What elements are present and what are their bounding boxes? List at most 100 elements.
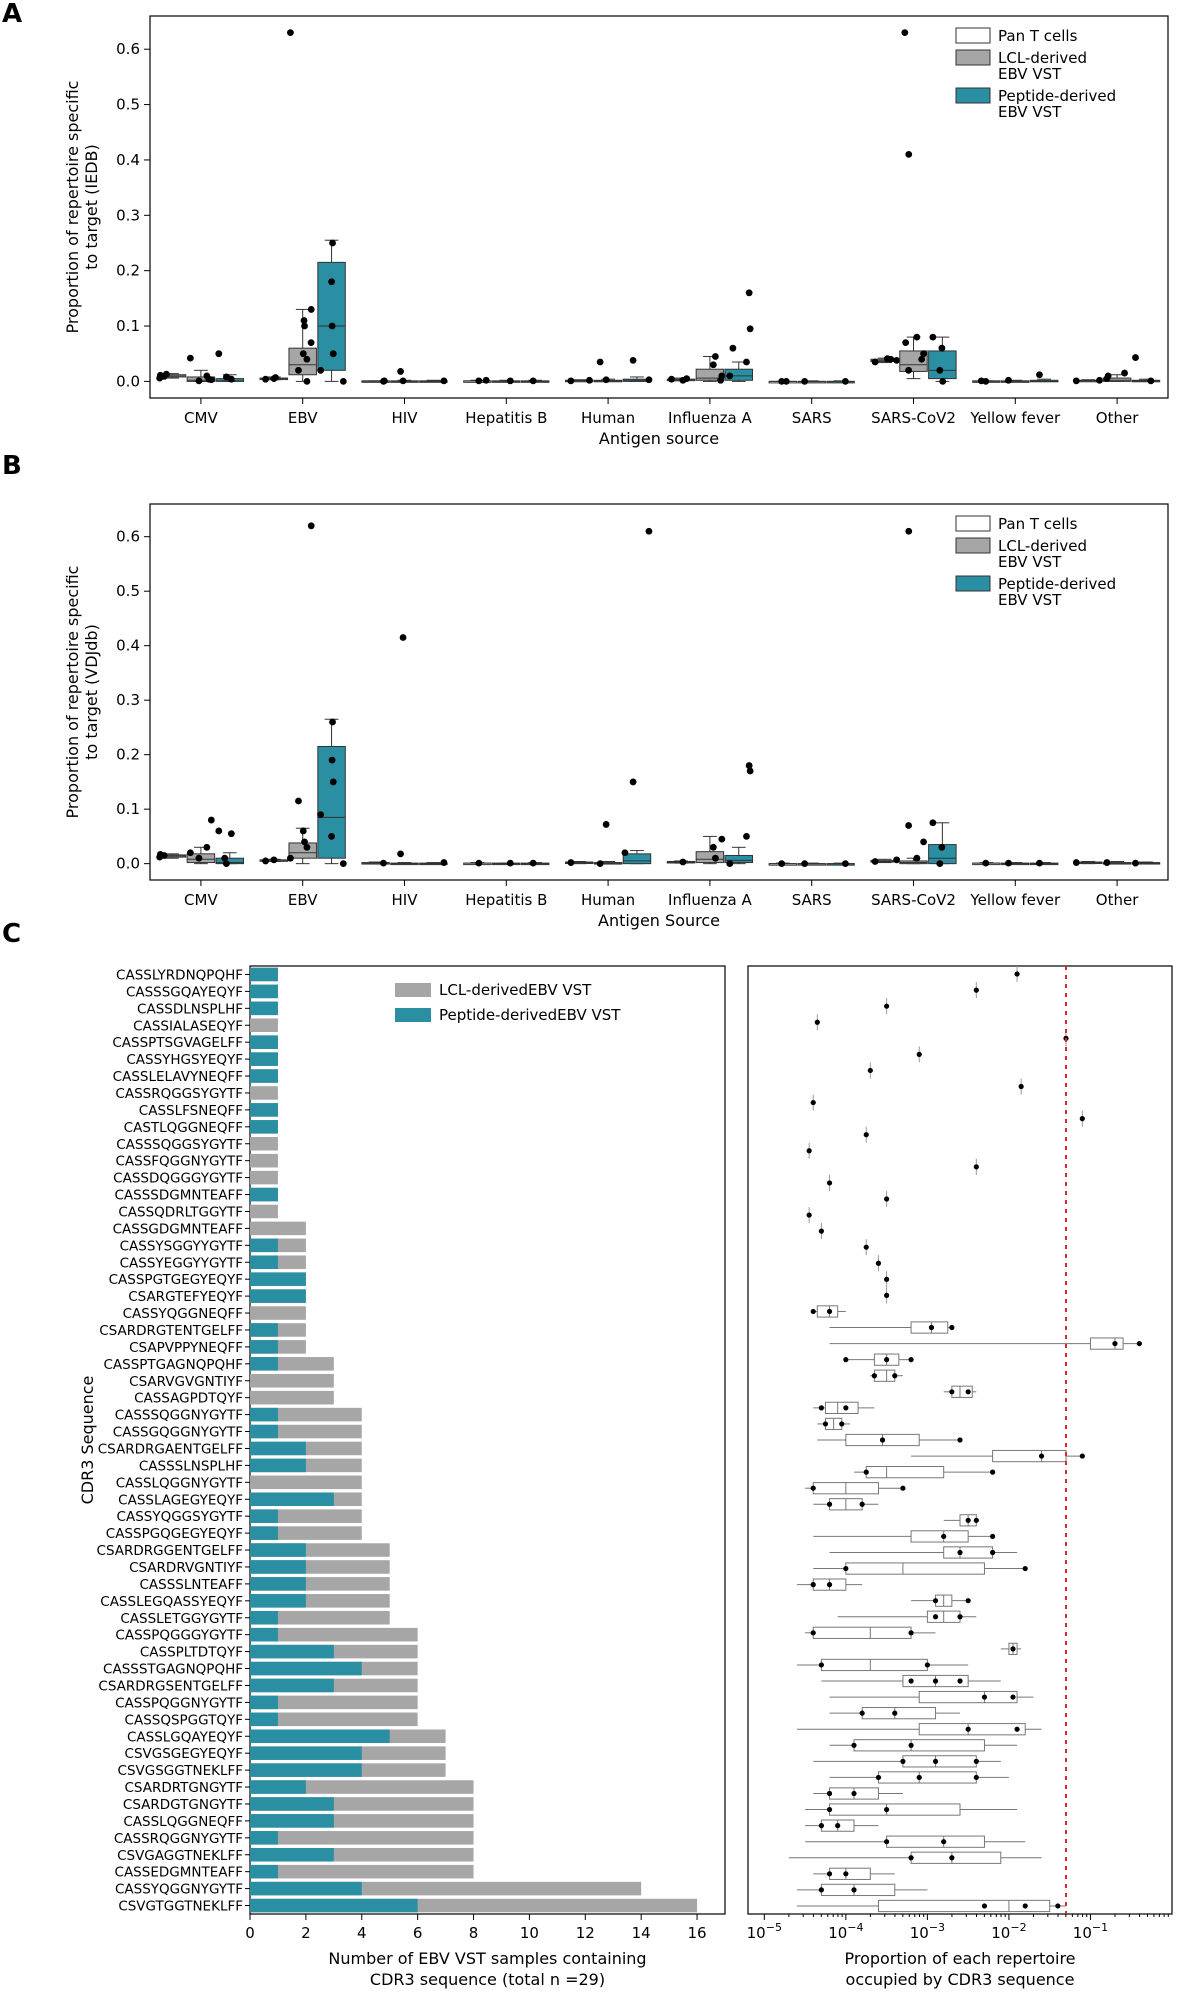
cdr3-label: CASSQDRLTGGYTF xyxy=(118,1204,243,1220)
data-point xyxy=(743,833,750,840)
cdr3-label: CASSFQGGNYGYTF xyxy=(115,1154,243,1170)
data-point xyxy=(1036,371,1043,379)
bar-lcl xyxy=(250,1610,390,1625)
bar-peptide xyxy=(250,1627,278,1642)
data-point xyxy=(668,375,675,383)
data-point xyxy=(932,1678,939,1684)
data-point xyxy=(475,859,483,867)
data-point xyxy=(814,1019,820,1025)
data-point xyxy=(859,1501,865,1507)
bar-peptide xyxy=(250,1255,278,1270)
data-point xyxy=(875,1260,882,1266)
data-point xyxy=(884,1196,890,1202)
cdr3-label: CASSGQGGNYGYTF xyxy=(113,1425,243,1441)
bar-peptide xyxy=(250,1780,306,1794)
box-proportion xyxy=(873,1369,896,1382)
data-point xyxy=(307,522,315,530)
box-pep xyxy=(928,350,957,380)
legend-swatch-pan xyxy=(955,27,991,44)
data-point xyxy=(908,1855,914,1861)
data-point xyxy=(949,1855,955,1861)
box-pep xyxy=(724,854,754,864)
data-point xyxy=(1014,1726,1020,1732)
bar-lcl xyxy=(250,1221,306,1236)
chart-c-bars: CASSLYRDNQPQHFCASSSGQAYEQYFCASSDLNSPLHFC… xyxy=(78,965,726,1989)
y-tick-label: 0.0 xyxy=(116,855,140,873)
bar-lcl xyxy=(250,1695,418,1710)
data-point xyxy=(440,859,448,866)
x-tick-label: 14 xyxy=(632,1924,651,1942)
cdr3-label: CASSLYRDNQPQHF xyxy=(116,967,243,983)
data-point xyxy=(328,833,335,840)
cdr3-label: CASSQSPGGTQYF xyxy=(125,1712,243,1728)
bar-peptide xyxy=(250,1746,362,1760)
data-point xyxy=(272,374,279,381)
cdr3-label: CASSSLNTEAFF xyxy=(139,1577,243,1593)
data-point xyxy=(1010,1646,1016,1652)
cdr3-label: CASSRQGGNYGYTF xyxy=(114,1831,243,1847)
legend-swatch-lcl xyxy=(395,983,431,997)
y-axis-label-line: to target (VDJdb) xyxy=(82,624,101,760)
legend-swatch-pep xyxy=(395,1008,431,1022)
cdr3-label: CASSPLTDTQYF xyxy=(140,1645,243,1661)
data-point xyxy=(295,797,302,805)
y-tick-label: 0.1 xyxy=(116,800,140,818)
data-point xyxy=(717,376,724,384)
data-point xyxy=(883,355,891,363)
cdr3-label: CSARDRVGNTIYF xyxy=(129,1560,243,1576)
cdr3-label: CASSYEGGYYGYTF xyxy=(120,1255,243,1271)
bar-peptide xyxy=(250,1052,278,1066)
data-point xyxy=(645,376,653,384)
data-point xyxy=(621,849,629,857)
cdr3-label: CSVGSGEGYEQYF xyxy=(125,1746,243,1762)
data-point xyxy=(303,377,311,385)
data-point xyxy=(801,377,809,385)
bar-peptide xyxy=(250,1644,334,1659)
data-point xyxy=(939,377,947,385)
data-point xyxy=(506,859,514,867)
y-tick-label: 0.2 xyxy=(116,262,140,280)
cdr3-label: CASSSDGMNTEAFF xyxy=(114,1188,243,1204)
x-tick-label: Other xyxy=(1096,409,1139,427)
data-point xyxy=(936,860,944,868)
data-point xyxy=(982,859,990,867)
data-point xyxy=(949,1324,955,1331)
bar-lcl xyxy=(250,1864,474,1879)
data-point xyxy=(586,376,593,384)
data-point xyxy=(892,1710,898,1716)
data-point xyxy=(711,854,719,862)
x-tick-label: 10−1 xyxy=(1073,1921,1108,1942)
data-point xyxy=(826,1180,833,1186)
bar-peptide xyxy=(250,1238,278,1253)
x-tick-label: EBV xyxy=(288,891,318,909)
data-point xyxy=(215,827,223,835)
data-point xyxy=(841,860,849,868)
box-pep xyxy=(622,853,652,865)
data-point xyxy=(806,1212,812,1218)
cdr3-label: CSARDGTGNGYTF xyxy=(123,1797,243,1813)
box-proportion xyxy=(877,1899,1051,1913)
data-point xyxy=(339,860,347,868)
data-point xyxy=(901,29,909,37)
data-point xyxy=(818,1823,824,1829)
data-point xyxy=(965,1517,971,1523)
data-point xyxy=(602,821,610,828)
x-tick-label: Other xyxy=(1096,891,1139,909)
bar-lcl xyxy=(250,1831,474,1845)
data-point xyxy=(295,366,302,374)
data-point xyxy=(965,1598,971,1604)
data-point xyxy=(908,1678,914,1684)
bar-peptide xyxy=(250,1831,278,1845)
data-point xyxy=(156,850,164,858)
bar-peptide xyxy=(250,1340,278,1354)
x-tick-exponent: −4 xyxy=(847,1921,863,1934)
data-point xyxy=(629,356,637,364)
data-point xyxy=(810,1308,816,1315)
x-axis-label: occupied by CDR3 sequence xyxy=(846,1970,1075,1989)
box-lcl xyxy=(288,842,317,859)
data-point xyxy=(843,1871,849,1877)
box-proportion xyxy=(902,1755,977,1768)
x-axis-label: Number of EBV VST samples containing xyxy=(328,1949,646,1968)
data-point xyxy=(1005,859,1012,867)
data-point xyxy=(529,859,537,867)
